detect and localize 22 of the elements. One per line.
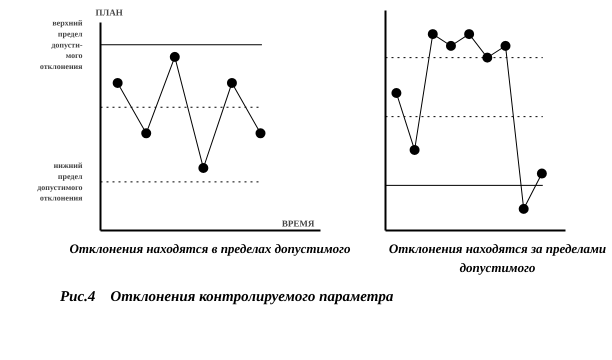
y-axis-title: ПЛАН	[96, 8, 123, 18]
text: Отклонения находятся за пределами допустимого	[388, 240, 608, 277]
point	[391, 88, 402, 98]
point	[500, 40, 510, 51]
point	[482, 52, 492, 63]
text: Рис.4 Отклонения контролируемого параметра	[60, 288, 394, 308]
point	[170, 52, 180, 62]
point	[410, 144, 420, 155]
text: Отклонения находятся в пределах допустимого	[70, 240, 350, 258]
point	[428, 29, 438, 40]
point	[536, 168, 547, 179]
point	[518, 204, 529, 214]
x-axis-title: ВРЕМЯ	[282, 218, 315, 228]
point	[464, 29, 474, 40]
ref-line-label: верхний предел допусти- мого отклонения	[40, 18, 84, 71]
point	[141, 128, 152, 138]
point	[112, 78, 123, 88]
point	[226, 78, 237, 88]
point	[256, 128, 266, 138]
point	[198, 163, 208, 174]
ref-line-label: нижний предел допустимого отклонения	[37, 161, 84, 203]
point	[446, 40, 456, 51]
